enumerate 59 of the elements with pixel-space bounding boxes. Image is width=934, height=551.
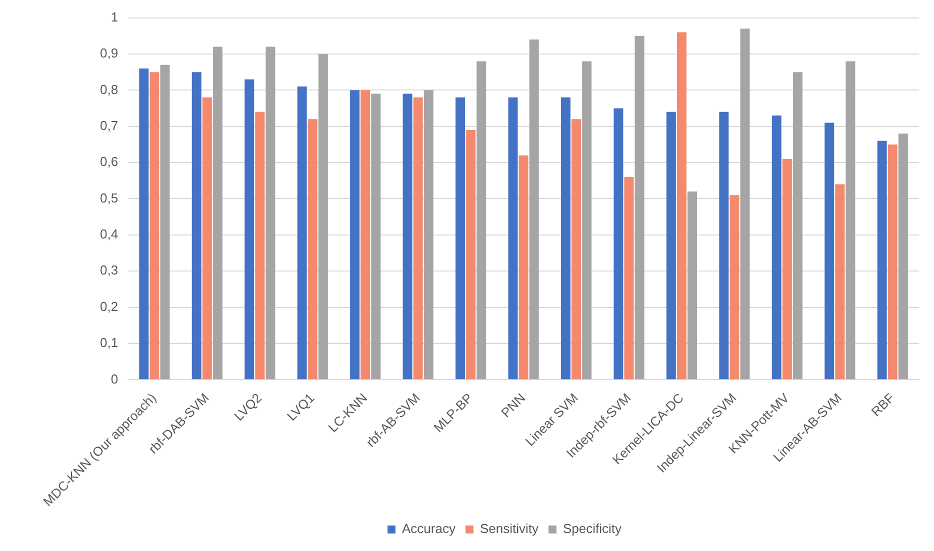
y-tick-label: 0,1	[100, 335, 118, 350]
y-tick-label: 0,4	[100, 226, 118, 242]
bar	[824, 122, 834, 380]
bar	[160, 64, 170, 380]
bar	[402, 94, 412, 380]
bar	[413, 97, 423, 380]
bar	[676, 32, 686, 380]
bar	[624, 177, 634, 380]
bar	[666, 112, 676, 380]
bar	[835, 184, 845, 380]
legend-label: Specificity	[562, 521, 622, 536]
bar	[212, 46, 222, 380]
bar	[846, 61, 856, 380]
legend-label: Sensitivity	[480, 521, 539, 536]
bar	[360, 90, 370, 380]
bar	[476, 61, 486, 380]
bar	[508, 97, 518, 380]
bar	[192, 72, 202, 380]
bar	[518, 155, 528, 380]
bar	[202, 97, 212, 380]
bar	[572, 119, 582, 380]
legend-label: Accuracy	[402, 521, 456, 536]
bar	[740, 28, 750, 380]
y-tick-label: 0,6	[100, 154, 118, 170]
y-tick-label: 0	[110, 371, 118, 386]
bar	[634, 36, 644, 380]
bar	[350, 90, 360, 380]
bar	[560, 97, 570, 380]
bar	[688, 192, 698, 380]
bar	[318, 54, 328, 380]
y-tick-label: 0,9	[100, 46, 118, 61]
bar	[150, 72, 160, 380]
bar	[719, 112, 729, 380]
bar	[466, 130, 476, 380]
y-tick-label: 0,8	[100, 82, 118, 97]
bar	[782, 158, 792, 380]
bar	[582, 61, 592, 380]
bar	[139, 68, 149, 380]
bar	[266, 46, 276, 380]
y-tick-label: 0,7	[100, 118, 118, 133]
bar	[772, 116, 782, 380]
bar	[308, 119, 318, 380]
bar	[877, 140, 887, 380]
y-tick-label: 1	[110, 9, 118, 24]
y-tick-label: 0,2	[100, 298, 118, 314]
bar	[898, 134, 908, 380]
y-tick-label: 0,3	[100, 262, 118, 278]
bar	[456, 97, 466, 380]
bar	[730, 195, 740, 380]
y-tick-label: 0,5	[100, 190, 118, 206]
bar	[244, 79, 254, 380]
bar	[529, 40, 539, 380]
bar	[792, 72, 802, 380]
bar	[888, 144, 898, 380]
bar	[424, 90, 434, 380]
bar	[255, 112, 265, 380]
bar	[297, 86, 307, 380]
bar	[614, 108, 624, 380]
bar	[371, 94, 381, 380]
